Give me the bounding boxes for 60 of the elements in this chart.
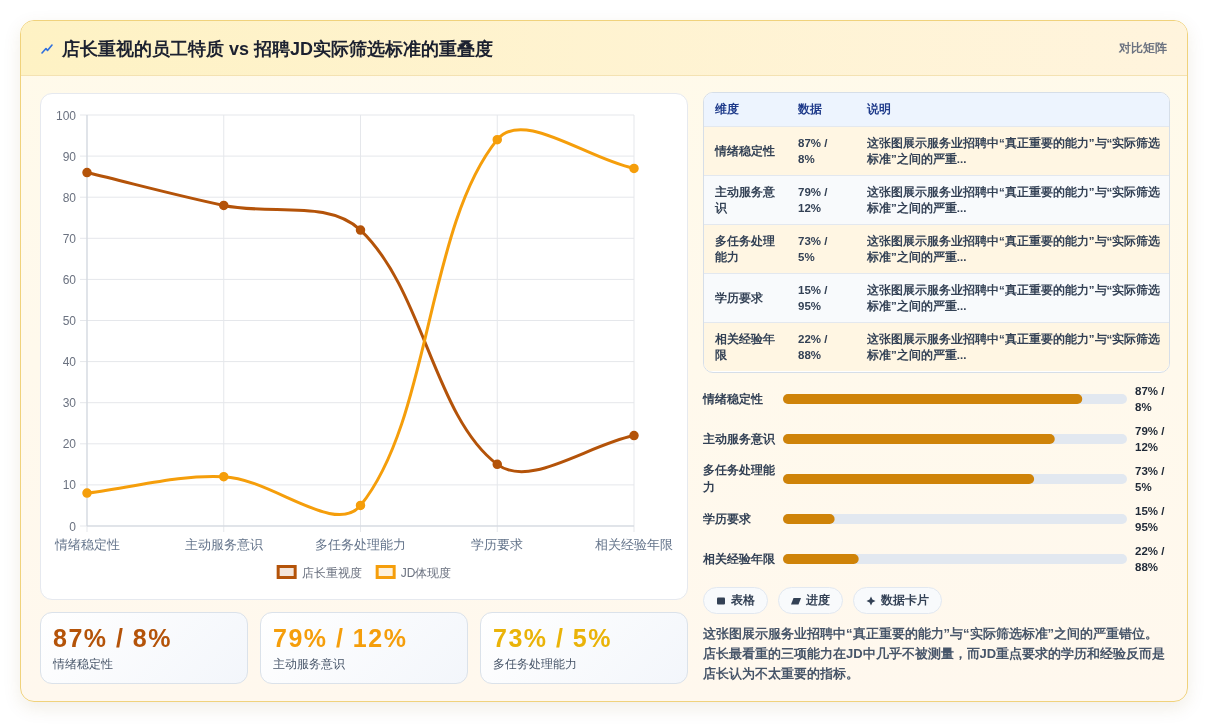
y-tick-label: 60 — [62, 272, 77, 287]
data-label: 73% / 5% — [1135, 464, 1166, 495]
view-button: 进度 — [778, 587, 843, 614]
kpi-card: 87% / 8% 情绪稳定性 — [40, 612, 248, 684]
kpi-card: 73% / 5% 多任务处理能力 — [480, 612, 688, 684]
table-row: 学历要求 15% / 95% 这张图展示服务业招聘中“真正重要的能力”与“实际筛选标准”之间的严重... — [704, 273, 1169, 322]
data-label: 15% / 95% — [1135, 504, 1166, 535]
table-row: 主动服务意识 79% / 12% 这张图展示服务业招聘中“真正重要的能力”与“实际筛选标准”之间的严重... — [704, 175, 1169, 224]
point — [355, 500, 366, 511]
data-label: 87% / 8% — [1135, 384, 1166, 415]
category-label: 数据卡片 — [881, 593, 929, 608]
category-label: 主动服务意识 — [273, 656, 345, 672]
x-tick-label: 多任务处理能力 — [315, 537, 406, 552]
y-tick-label: 70 — [62, 231, 77, 246]
y-tick-label: 主动服务意识 — [703, 430, 775, 448]
point — [219, 200, 229, 211]
y-tick-label: 50 — [62, 314, 77, 328]
view-button: 表格 — [703, 587, 768, 614]
table-row: 情绪稳定性 87% / 8% 这张图展示服务业招聘中“真正重要的能力”与“实际筛选标准”之间的严重... — [704, 126, 1169, 175]
kpi-card: 79% / 12% 主动服务意识 — [260, 612, 468, 684]
text: 这张图展示服务业招聘中“真正重要的能力”与“实际筛选标准”之间的严重错位。店长最看重的三项能力在JD中几乎不被测量，而JD重点要求的学历和经验反而是店长认为不太重要的指标。 — [703, 625, 1167, 683]
point — [629, 430, 639, 441]
y-tick-label: 80 — [62, 190, 77, 205]
y-tick-label: 20 — [62, 437, 77, 452]
point — [355, 225, 366, 235]
x-tick-label: 主动服务意识 — [184, 537, 263, 552]
legend-label: 店长重视度 — [301, 565, 362, 580]
category-label: 多任务处理能力 — [493, 656, 577, 672]
view-button: 数据卡片 — [853, 587, 942, 614]
point — [219, 471, 229, 482]
y-tick-label: 10 — [62, 478, 77, 493]
y-tick-label: 0 — [69, 519, 77, 534]
category-label: 数据 — [797, 101, 823, 117]
y-tick-label: 30 — [62, 396, 77, 411]
table-header-row: 维度 数据 说明 — [704, 93, 1169, 126]
text: 店长重视的员工特质 vs 招聘JD实际筛选标准的重叠度 — [62, 38, 495, 61]
bar — [783, 554, 859, 564]
legend-label: JD体现度 — [400, 565, 452, 580]
y-tick-label: 40 — [62, 355, 77, 370]
y-tick-label: 相关经验年限 — [703, 550, 775, 568]
category-label: 说明 — [866, 101, 892, 117]
category-label: 进度 — [806, 593, 830, 608]
data-label: 79% / 12% — [1135, 424, 1166, 455]
y-tick-label: 多任务处理能力 — [703, 462, 776, 496]
y-tick-label: 学历要求 — [703, 510, 751, 528]
x-tick-label: 相关经验年限 — [595, 537, 673, 552]
y-tick-label: 90 — [62, 149, 77, 164]
bar — [783, 514, 835, 524]
category-label: 维度 — [714, 101, 740, 117]
x-tick-label: 学历要求 — [471, 537, 524, 552]
point — [629, 163, 639, 174]
point — [82, 488, 92, 498]
y-tick-label: 情绪稳定性 — [703, 390, 763, 408]
category-label: 表格 — [731, 593, 755, 608]
point — [82, 167, 92, 178]
point — [492, 459, 502, 470]
point — [492, 134, 502, 145]
data-label: 22% / 88% — [1135, 544, 1166, 575]
y-tick-label: 100 — [55, 108, 77, 123]
text: 对比矩阵 — [1118, 40, 1167, 57]
